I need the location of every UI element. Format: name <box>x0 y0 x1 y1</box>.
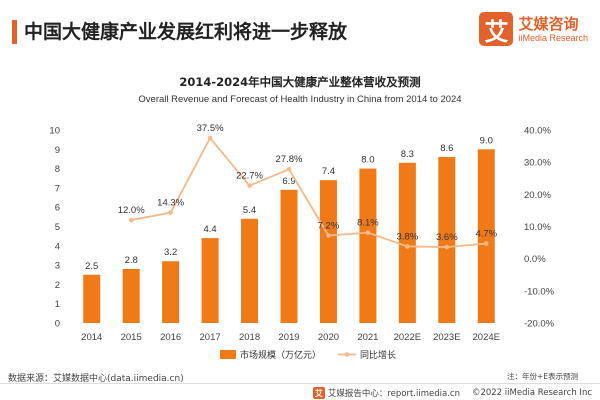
y-right-tick-label: 0.0% <box>524 254 546 265</box>
bar <box>319 180 337 323</box>
bar <box>241 218 259 323</box>
brand: 艾 艾媒咨询 iiMedia Research <box>479 12 588 46</box>
x-tick-label: 2014 <box>81 332 102 343</box>
growth-point <box>483 241 489 246</box>
legend-bar-swatch <box>220 350 236 359</box>
bar <box>122 268 140 323</box>
growth-value-label: 3.8% <box>397 231 419 242</box>
y-left-tick-label: 8 <box>55 164 60 175</box>
brand-logo-icon: 艾 <box>479 12 514 46</box>
x-tick-label: 2019 <box>278 332 299 343</box>
chart-subtitle: Overall Revenue and Forecast of Health I… <box>138 94 462 105</box>
x-tick-label: 2018 <box>239 332 260 343</box>
x-tick-label: 2020 <box>318 332 339 343</box>
chart-title: 2014-2024年中国大健康产业整体营收及预测 <box>179 75 421 89</box>
bar <box>162 261 180 323</box>
growth-value-label: 4.7% <box>475 229 497 240</box>
legend-line-label: 同比增长 <box>360 349 396 361</box>
bar-value-label: 8.0 <box>361 155 374 166</box>
growth-value-label: 27.8% <box>276 154 303 165</box>
growth-point <box>207 135 213 141</box>
growth-point <box>444 244 450 250</box>
data-source: 数据来源：艾媒数据中心(data.iimedia.cn) <box>8 374 184 384</box>
y-right-tick-label: 20.0% <box>524 190 551 201</box>
growth-value-label: 3.6% <box>436 232 458 243</box>
growth-point <box>286 166 292 172</box>
bar <box>477 149 495 323</box>
bar <box>398 162 416 323</box>
y-right-tick-label: -10.0% <box>524 286 555 297</box>
x-tick-label: 2023E <box>433 332 460 343</box>
growth-point <box>326 233 331 238</box>
growth-value-label: 22.7% <box>236 171 263 182</box>
growth-point <box>168 210 173 215</box>
footer-right: 艾 艾媒报告中心：report.iimedia.cn ©2022 iiMedia… <box>312 387 592 399</box>
bar-value-label: 6.9 <box>282 176 295 187</box>
y-left-tick-label: 9 <box>55 145 60 156</box>
growth-value-label: 14.3% <box>157 198 184 209</box>
growth-value-label: 12.0% <box>118 205 145 216</box>
y-right-tick-label: 10.0% <box>524 222 551 233</box>
growth-value-label: 8.1% <box>357 218 379 229</box>
report-center-link[interactable]: 艾媒报告中心：report.iimedia.cn <box>327 389 460 399</box>
bar-value-label: 3.2 <box>164 247 177 258</box>
x-tick-label: 2024E <box>473 332 500 343</box>
x-tick-label: 2022E <box>394 332 421 343</box>
copyright: ©2022 iiMedia Research Inc <box>471 388 592 398</box>
y-left-tick-label: 10 <box>49 126 60 137</box>
bar-value-label: 8.6 <box>440 143 453 154</box>
y-right-tick-label: -20.0% <box>524 319 555 330</box>
bar <box>280 189 298 323</box>
brand-text: 艾媒咨询 iiMedia Research <box>518 15 588 44</box>
x-tick-label: 2021 <box>357 332 378 343</box>
bar-value-label: 2.8 <box>125 255 138 266</box>
y-right-tick-label: 40.0% <box>524 126 551 137</box>
y-left-tick-label: 2 <box>55 280 60 291</box>
title-accent-bar <box>12 20 17 44</box>
bar <box>359 168 377 323</box>
x-tick-label: 2015 <box>121 332 142 343</box>
footer-logo-icon: 艾 <box>312 387 325 399</box>
bar-value-label: 5.4 <box>243 205 256 216</box>
x-tick-label: 2016 <box>160 332 181 343</box>
x-tick-label: 2017 <box>200 332 221 343</box>
y-left-tick-label: 3 <box>55 261 60 272</box>
growth-line <box>131 136 487 248</box>
page-title: 中国大健康产业发展红利将进一步释放 <box>24 21 348 43</box>
bar-value-label: 8.3 <box>401 149 414 160</box>
growth-value-label: 7.2% <box>318 221 340 232</box>
y-right-tick-label: 30.0% <box>524 158 551 169</box>
growth-value-label: 37.5% <box>197 123 224 134</box>
bar <box>438 157 456 323</box>
growth-point <box>405 244 410 249</box>
y-left-tick-label: 0 <box>55 319 60 330</box>
bar-value-label: 9.0 <box>480 135 493 146</box>
brand-subtitle: iiMedia Research <box>518 32 588 43</box>
legend-line-marker <box>344 352 350 357</box>
bar <box>201 238 219 323</box>
y-left-tick-label: 6 <box>55 203 60 214</box>
bar <box>83 274 101 323</box>
bar-value-label: 7.4 <box>322 166 335 177</box>
y-left-tick-label: 1 <box>55 299 60 310</box>
forecast-note: 注：年份+E表示预测 <box>506 372 578 381</box>
y-left-tick-label: 7 <box>55 183 60 194</box>
y-left-tick-label: 4 <box>55 241 60 252</box>
growth-point <box>128 217 134 223</box>
brand-name: 艾媒咨询 <box>518 14 579 33</box>
legend-bar-label: 市场规模（万亿元） <box>240 349 321 361</box>
growth-point <box>247 183 252 188</box>
footer-divider <box>0 383 600 384</box>
bar-value-label: 2.5 <box>85 261 98 272</box>
growth-point <box>365 230 371 235</box>
y-left-tick-label: 5 <box>55 222 60 233</box>
bar-value-label: 4.4 <box>203 224 216 235</box>
